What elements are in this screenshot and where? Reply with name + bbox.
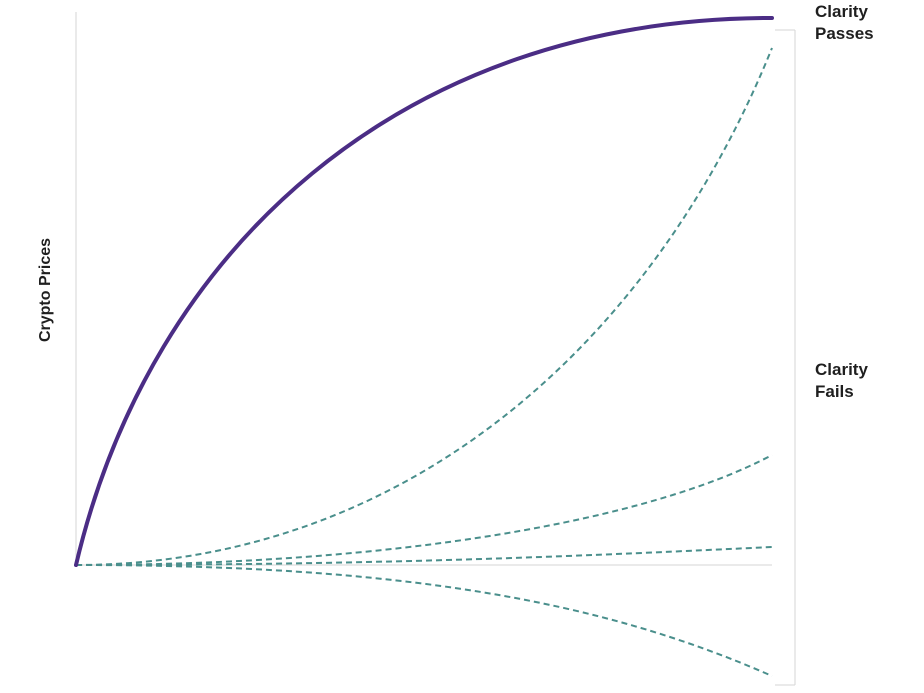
passes-label: Clarity Passes xyxy=(815,2,874,43)
fails-curve xyxy=(75,454,773,566)
y-axis-label: Crypto Prices xyxy=(37,237,54,343)
bracket xyxy=(775,29,796,686)
passes-curve xyxy=(74,16,774,567)
fails-label: Clarity Fails xyxy=(815,360,868,401)
fails-curve xyxy=(75,47,773,566)
fails-curve xyxy=(75,546,773,566)
fails-curves xyxy=(75,47,773,677)
fails-curve xyxy=(75,564,773,677)
